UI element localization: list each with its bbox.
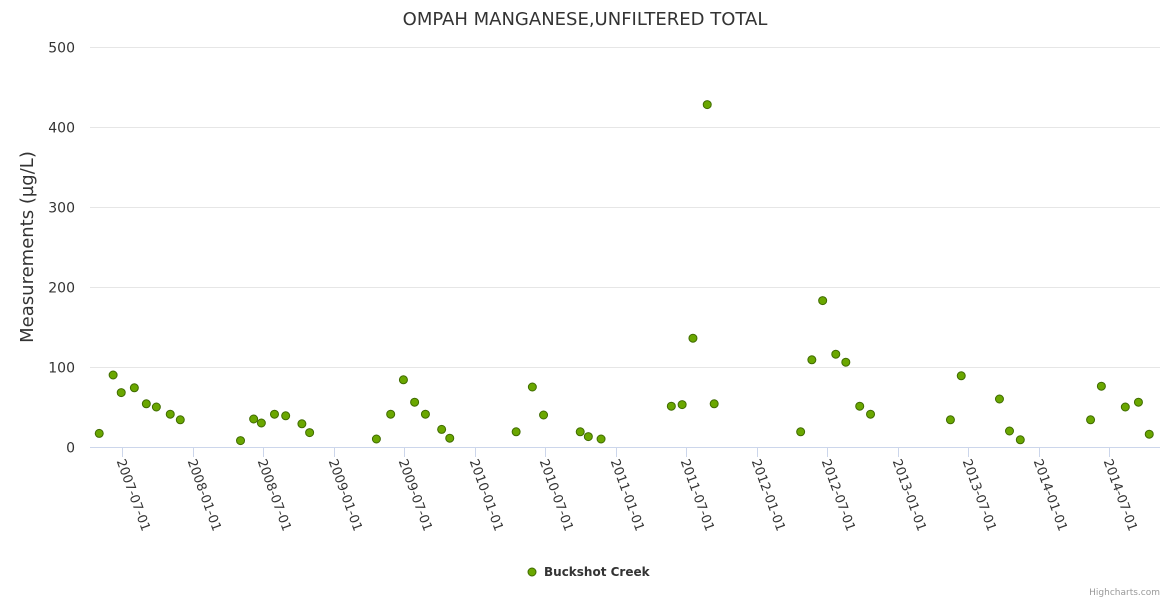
- data-point[interactable]: [129, 383, 139, 393]
- data-point[interactable]: [420, 409, 430, 419]
- x-tick-label: 2010-01-01: [466, 457, 506, 533]
- data-point[interactable]: [956, 371, 966, 381]
- chart-title: OMPAH MANGANESE,UNFILTERED TOTAL: [403, 9, 768, 30]
- legend-marker: [527, 567, 537, 577]
- data-point[interactable]: [994, 394, 1004, 404]
- data-point[interactable]: [666, 401, 676, 411]
- y-tick-label: 200: [48, 281, 75, 297]
- data-point[interactable]: [1015, 435, 1025, 445]
- data-point[interactable]: [688, 333, 698, 343]
- data-point[interactable]: [677, 400, 687, 410]
- data-point[interactable]: [1004, 426, 1014, 436]
- data-point[interactable]: [281, 411, 291, 421]
- data-point[interactable]: [116, 388, 126, 398]
- y-tick-label: 300: [48, 201, 75, 217]
- y-axis-ticks: 0 100 200 300 400 500: [48, 41, 75, 457]
- data-point[interactable]: [175, 415, 185, 425]
- data-point[interactable]: [855, 401, 865, 411]
- data-point[interactable]: [1096, 381, 1106, 391]
- data-point[interactable]: [398, 375, 408, 385]
- data-point[interactable]: [437, 424, 447, 434]
- data-point[interactable]: [539, 410, 549, 420]
- data-point[interactable]: [410, 397, 420, 407]
- y-tick-label: 0: [66, 441, 75, 457]
- data-point[interactable]: [236, 436, 246, 446]
- x-tick-label: 2009-07-01: [395, 457, 435, 533]
- data-point[interactable]: [831, 349, 841, 359]
- data-point[interactable]: [386, 409, 396, 419]
- data-point[interactable]: [1133, 397, 1143, 407]
- series-buckshot-creek[interactable]: [94, 100, 1154, 446]
- data-point[interactable]: [866, 409, 876, 419]
- x-tick-label: 2013-01-01: [889, 457, 929, 533]
- data-point[interactable]: [807, 355, 817, 365]
- data-point[interactable]: [527, 382, 537, 392]
- data-point[interactable]: [305, 428, 315, 438]
- data-point[interactable]: [511, 427, 521, 437]
- data-point[interactable]: [818, 296, 828, 306]
- y-tick-label: 500: [48, 41, 75, 57]
- data-point[interactable]: [297, 419, 307, 429]
- x-tick-label: 2012-07-01: [818, 457, 858, 533]
- data-point[interactable]: [165, 409, 175, 419]
- data-point[interactable]: [796, 427, 806, 437]
- data-point[interactable]: [702, 100, 712, 110]
- data-point[interactable]: [256, 418, 266, 428]
- x-tick-label: 2011-07-01: [677, 457, 717, 533]
- x-tick-label: 2014-01-01: [1030, 457, 1070, 533]
- data-point[interactable]: [94, 428, 104, 438]
- data-point[interactable]: [841, 357, 851, 367]
- data-point[interactable]: [709, 399, 719, 409]
- x-tick-label: 2008-01-01: [184, 457, 224, 533]
- x-tick-label: 2008-07-01: [254, 457, 294, 533]
- data-point[interactable]: [108, 370, 118, 380]
- x-tick-label: 2009-01-01: [325, 457, 365, 533]
- credits[interactable]: Highcharts.com: [1089, 588, 1160, 598]
- data-point[interactable]: [141, 399, 151, 409]
- legend[interactable]: Buckshot Creek: [527, 565, 651, 579]
- data-point[interactable]: [1086, 415, 1096, 425]
- x-axis-ticks: 2007-07-01 2008-01-01 2008-07-01 2009-01-01…: [113, 447, 1140, 533]
- data-point[interactable]: [249, 414, 259, 424]
- grid-lines: [90, 47, 1160, 368]
- x-tick-label: 2007-07-01: [113, 457, 153, 533]
- data-point[interactable]: [371, 434, 381, 444]
- legend-item-buckshot-creek[interactable]: Buckshot Creek: [544, 565, 651, 579]
- y-tick-label: 100: [48, 361, 75, 377]
- data-point[interactable]: [596, 434, 606, 444]
- x-tick-label: 2010-07-01: [536, 457, 576, 533]
- data-point[interactable]: [1120, 402, 1130, 412]
- x-tick-label: 2013-07-01: [959, 457, 999, 533]
- data-point[interactable]: [151, 402, 161, 412]
- x-tick-label: 2012-01-01: [748, 457, 788, 533]
- y-tick-label: 400: [48, 121, 75, 137]
- data-point[interactable]: [1144, 429, 1154, 439]
- x-tick-label: 2011-01-01: [607, 457, 647, 533]
- data-point[interactable]: [575, 427, 585, 437]
- y-axis-label: Measurements (µg/L): [17, 151, 38, 343]
- x-tick-label: 2014-07-01: [1100, 457, 1140, 533]
- data-point[interactable]: [269, 409, 279, 419]
- data-point[interactable]: [445, 433, 455, 443]
- data-point[interactable]: [583, 432, 593, 442]
- data-point[interactable]: [945, 415, 955, 425]
